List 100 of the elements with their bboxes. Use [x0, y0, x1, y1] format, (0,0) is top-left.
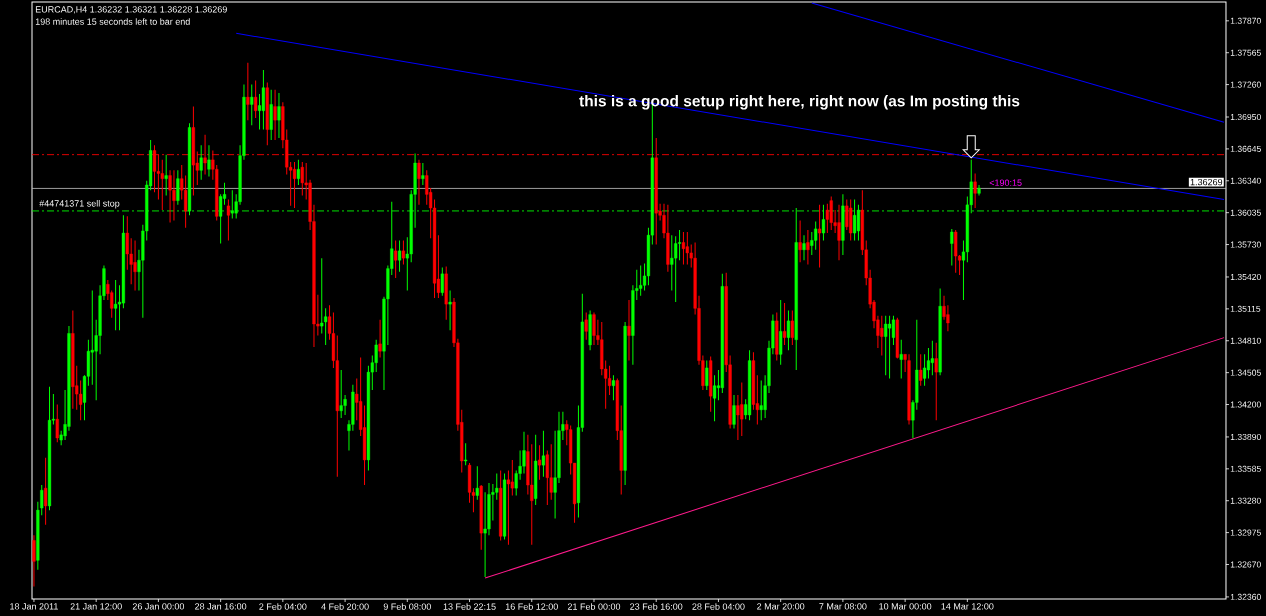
y-tick-label: 1.32670 — [1230, 561, 1261, 568]
x-tick-label: 7 Mar 08:00 — [819, 603, 867, 610]
candlestick — [584, 312, 588, 341]
candlestick — [32, 534, 36, 587]
candlestick — [705, 360, 709, 391]
candlestick — [806, 229, 810, 265]
candlestick — [537, 444, 542, 481]
y-tick-label: 1.37260 — [1230, 81, 1261, 88]
y-tick-label: 1.36950 — [1230, 113, 1261, 121]
candlestick — [160, 159, 164, 211]
x-tick-label: 23 Feb 16:00 — [630, 603, 683, 610]
candlestick — [934, 342, 938, 421]
x-tick-label: 28 Jan 16:00 — [195, 603, 247, 610]
candlestick — [790, 309, 794, 346]
annotation: <190:15 — [989, 179, 1022, 186]
candlestick — [592, 312, 596, 346]
candlestick — [779, 299, 783, 366]
y-tick-label: 1.35115 — [1230, 305, 1261, 312]
candlestick — [226, 199, 230, 241]
x-tick-label: 16 Feb 12:00 — [505, 603, 558, 610]
ref-line-label: 1.36269 — [1190, 178, 1223, 186]
candlestick — [545, 450, 549, 506]
y-tick-label: 1.33585 — [1230, 465, 1261, 472]
x-tick-label: 10 Mar 00:00 — [879, 603, 932, 610]
candlestick — [254, 79, 258, 119]
candlestick — [899, 339, 903, 379]
candlestick — [950, 228, 954, 266]
candlestick — [273, 89, 277, 141]
x-tick-label: 2 Mar 20:00 — [757, 603, 805, 610]
candlestick — [440, 267, 444, 297]
x-tick-label: 21 Jan 12:00 — [70, 603, 122, 610]
x-tick-label: 9 Feb 08:00 — [383, 603, 431, 610]
y-tick-label: 1.35730 — [1230, 241, 1261, 248]
candlestick — [973, 172, 977, 209]
candlestick — [176, 169, 180, 206]
candlestick — [79, 379, 83, 421]
candlestick — [611, 374, 616, 401]
candlestick — [168, 169, 172, 224]
y-tick-label: 1.32975 — [1230, 529, 1261, 536]
y-tick-label: 1.35420 — [1230, 273, 1261, 281]
candlestick — [639, 264, 643, 297]
candlestick — [44, 457, 48, 526]
candlestick — [417, 159, 421, 206]
candlestick — [230, 189, 234, 219]
candlestick — [55, 404, 59, 443]
y-tick-label: 1.36035 — [1230, 209, 1261, 216]
y-tick-label: 1.33890 — [1230, 433, 1261, 440]
candlestick — [339, 369, 343, 419]
y-tick-label: 1.34200 — [1230, 401, 1261, 408]
candlestick — [825, 203, 829, 234]
candlestick — [880, 315, 884, 356]
candlestick — [685, 231, 689, 265]
candlestick — [125, 215, 129, 271]
candlestick — [627, 299, 631, 362]
y-tick-label: 1.36645 — [1230, 145, 1261, 152]
x-tick-label: 4 Feb 20:00 — [321, 603, 369, 610]
candlestick — [184, 175, 188, 229]
x-tick-label: 21 Feb 00:00 — [567, 603, 621, 610]
y-tick-label: 1.36340 — [1230, 177, 1261, 184]
candlestick — [90, 290, 94, 386]
x-tick-label: 26 Jan 00:00 — [132, 603, 185, 610]
candlestick — [837, 204, 841, 261]
y-tick-label: 1.34810 — [1230, 337, 1261, 344]
y-tick-label: 1.33280 — [1230, 497, 1261, 504]
candlestick — [541, 430, 546, 478]
candlestick — [164, 154, 168, 196]
candlestick — [732, 394, 736, 430]
candlestick — [464, 442, 468, 466]
x-tick-label: 13 Feb 22:15 — [443, 603, 496, 610]
candlestick — [930, 340, 934, 376]
candlestick — [759, 379, 763, 421]
candlestick — [246, 62, 250, 121]
x-tick-label: 28 Feb 04:00 — [692, 603, 745, 610]
candlestick — [887, 315, 892, 379]
x-tick-label: 14 Mar 12:00 — [941, 603, 994, 610]
candlestick — [782, 302, 787, 346]
x-tick-label: 18 Jan 2011 — [10, 603, 58, 610]
candlestick — [277, 92, 281, 139]
candlestick — [378, 319, 382, 358]
ref-line-label: #44741371 sell stop — [39, 200, 120, 209]
candlestick — [199, 144, 203, 181]
candlestick — [814, 221, 818, 251]
candlestick — [829, 195, 833, 231]
y-tick-label: 1.37870 — [1230, 17, 1261, 24]
candlestick — [394, 239, 398, 279]
candlestick — [300, 161, 304, 196]
candlestick — [292, 161, 297, 209]
candlestick — [740, 382, 744, 437]
candlestick — [324, 307, 328, 346]
candlestick — [207, 144, 211, 178]
candlestick — [712, 374, 717, 422]
candlestick — [397, 239, 402, 273]
candlestick — [549, 443, 553, 501]
candlestick — [250, 84, 254, 126]
candlestick — [421, 162, 425, 186]
candlestick — [802, 234, 806, 261]
candlestick — [114, 279, 118, 331]
candlestick — [261, 69, 266, 131]
candlestick — [475, 465, 479, 501]
y-tick-label: 1.34505 — [1230, 369, 1261, 376]
